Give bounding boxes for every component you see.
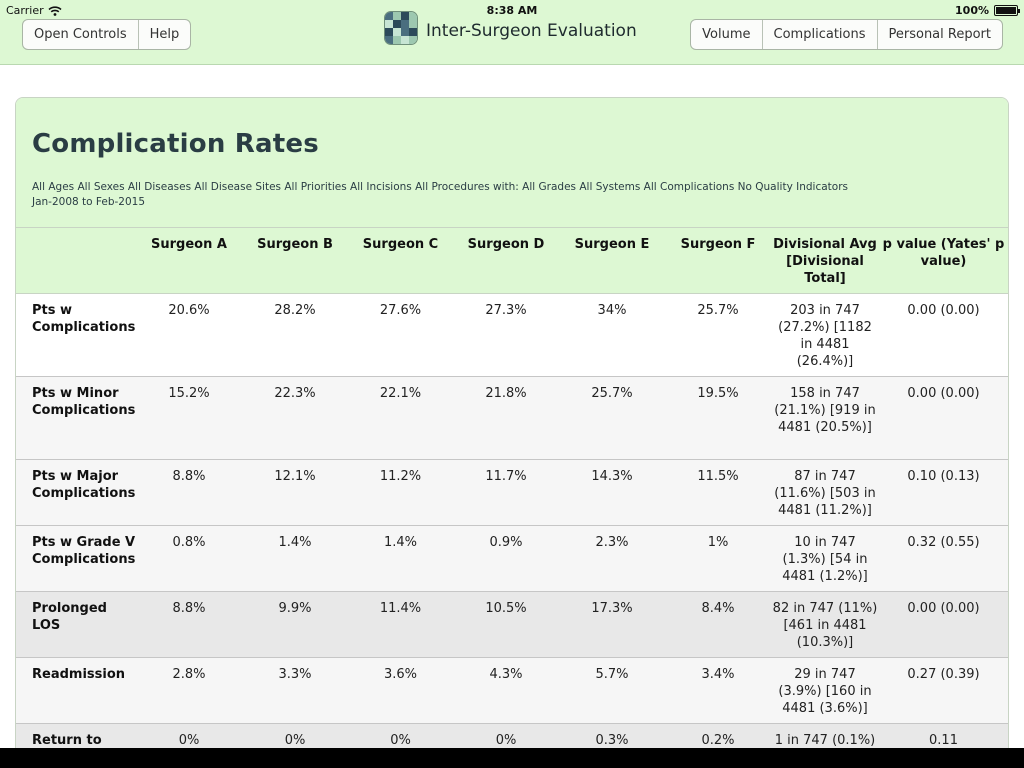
cell-surgeon-e: 2.3% bbox=[559, 525, 665, 592]
screen-bottom-edge bbox=[0, 748, 1024, 768]
cell-surgeon-c: 27.6% bbox=[348, 293, 453, 377]
cell-p-value: 0.10 (0.13) bbox=[879, 459, 1008, 526]
cell-p-value: 0.00 (0.00) bbox=[879, 293, 1008, 377]
cell-surgeon-b: 22.3% bbox=[242, 376, 348, 460]
clock: 8:38 AM bbox=[486, 4, 538, 17]
cell-surgeon-d: 10.5% bbox=[453, 591, 559, 658]
app-logo-icon bbox=[384, 11, 418, 45]
personal-report-tab[interactable]: Personal Report bbox=[888, 27, 992, 42]
filter-criteria: All Ages All Sexes All Diseases All Dise… bbox=[32, 181, 848, 193]
cell-surgeon-d: 0.9% bbox=[453, 525, 559, 592]
status-bar: Carrier 8:38 AM 100% bbox=[0, 0, 1024, 20]
column-header-p-value: p value (Yates' p value) bbox=[879, 228, 1008, 294]
app-title: Inter-Surgeon Evaluation bbox=[426, 20, 637, 41]
table-row: Pts w Major Complications 8.8% 12.1% 11.… bbox=[16, 459, 1008, 526]
complications-tab[interactable]: Complications bbox=[763, 20, 878, 49]
column-header-divisional-avg: Divisional Avg [Divisional Total] bbox=[771, 228, 879, 294]
cell-surgeon-b: 28.2% bbox=[242, 293, 348, 377]
cell-surgeon-e: 34% bbox=[559, 293, 665, 377]
left-toolbar-group: Open Controls Help bbox=[22, 19, 192, 50]
table-row: Pts w Grade V Complications 0.8% 1.4% 1.… bbox=[16, 525, 1008, 592]
column-header-surgeon-b: Surgeon B bbox=[242, 228, 348, 294]
cell-divisional: 87 in 747 (11.6%) [503 in 4481 (11.2%)] bbox=[771, 459, 879, 526]
cell-surgeon-f: 25.7% bbox=[665, 293, 771, 377]
cell-surgeon-a: 8.8% bbox=[136, 591, 242, 658]
table-row: Pts w Minor Complications 15.2% 22.3% 22… bbox=[16, 376, 1008, 460]
cell-divisional: 203 in 747 (27.2%) [1182 in 4481 (26.4%)… bbox=[771, 293, 879, 377]
battery-icon bbox=[994, 5, 1020, 16]
cell-divisional: 82 in 747 (11%) [461 in 4481 (10.3%)] bbox=[771, 591, 879, 658]
cell-surgeon-f: 3.4% bbox=[665, 657, 771, 724]
help-button[interactable]: Help bbox=[149, 27, 180, 42]
cell-surgeon-f: 1% bbox=[665, 525, 771, 592]
cell-surgeon-b: 3.3% bbox=[242, 657, 348, 724]
table-row: Pts w Complications 20.6% 28.2% 27.6% 27… bbox=[16, 293, 1008, 377]
report-header: Complication Rates All Ages All Sexes Al… bbox=[16, 98, 1008, 228]
table-header-row: Surgeon A Surgeon B Surgeon C Surgeon D … bbox=[16, 228, 1008, 294]
cell-surgeon-e: 14.3% bbox=[559, 459, 665, 526]
cell-surgeon-d: 4.3% bbox=[453, 657, 559, 724]
cell-surgeon-f: 11.5% bbox=[665, 459, 771, 526]
cell-surgeon-d: 21.8% bbox=[453, 376, 559, 460]
cell-surgeon-e: 17.3% bbox=[559, 591, 665, 658]
battery-indicator: 100% bbox=[955, 4, 1020, 17]
cell-surgeon-a: 0.8% bbox=[136, 525, 242, 592]
cell-p-value: 0.27 (0.39) bbox=[879, 657, 1008, 724]
table-row: Prolonged LOS 8.8% 9.9% 11.4% 10.5% 17.3… bbox=[16, 591, 1008, 658]
cell-surgeon-c: 3.6% bbox=[348, 657, 453, 724]
cell-p-value: 0.32 (0.55) bbox=[879, 525, 1008, 592]
cell-surgeon-e: 25.7% bbox=[559, 376, 665, 460]
cell-surgeon-e: 5.7% bbox=[559, 657, 665, 724]
row-label: Prolonged LOS bbox=[16, 591, 136, 658]
wifi-icon bbox=[48, 5, 62, 16]
carrier-label: Carrier bbox=[6, 4, 44, 17]
complication-rates-table: Surgeon A Surgeon B Surgeon C Surgeon D … bbox=[16, 228, 1008, 768]
cell-surgeon-b: 1.4% bbox=[242, 525, 348, 592]
cell-divisional: 158 in 747 (21.1%) [919 in 4481 (20.5%)] bbox=[771, 376, 879, 460]
battery-fill bbox=[996, 7, 1016, 14]
cell-surgeon-d: 11.7% bbox=[453, 459, 559, 526]
row-label: Pts w Minor Complications bbox=[16, 376, 136, 460]
cell-surgeon-f: 19.5% bbox=[665, 376, 771, 460]
battery-percent: 100% bbox=[955, 4, 989, 17]
column-header-surgeon-a: Surgeon A bbox=[136, 228, 242, 294]
row-label: Pts w Major Complications bbox=[16, 459, 136, 526]
column-header-label bbox=[16, 228, 136, 294]
cell-surgeon-d: 27.3% bbox=[453, 293, 559, 377]
cell-p-value: 0.00 (0.00) bbox=[879, 591, 1008, 658]
column-header-surgeon-c: Surgeon C bbox=[348, 228, 453, 294]
cell-surgeon-f: 8.4% bbox=[665, 591, 771, 658]
date-range: Jan-2008 to Feb-2015 bbox=[32, 196, 146, 208]
cell-surgeon-a: 20.6% bbox=[136, 293, 242, 377]
carrier-indicator: Carrier bbox=[6, 4, 62, 17]
cell-divisional: 29 in 747 (3.9%) [160 in 4481 (3.6%)] bbox=[771, 657, 879, 724]
cell-surgeon-c: 22.1% bbox=[348, 376, 453, 460]
volume-tab[interactable]: Volume bbox=[691, 20, 763, 49]
cell-surgeon-b: 12.1% bbox=[242, 459, 348, 526]
cell-surgeon-c: 1.4% bbox=[348, 525, 453, 592]
cell-p-value: 0.00 (0.00) bbox=[879, 376, 1008, 460]
column-header-surgeon-f: Surgeon F bbox=[665, 228, 771, 294]
report-card: Complication Rates All Ages All Sexes Al… bbox=[15, 97, 1009, 768]
row-label: Readmission bbox=[16, 657, 136, 724]
column-header-surgeon-e: Surgeon E bbox=[559, 228, 665, 294]
cell-surgeon-c: 11.4% bbox=[348, 591, 453, 658]
cell-surgeon-b: 9.9% bbox=[242, 591, 348, 658]
cell-divisional: 10 in 747 (1.3%) [54 in 4481 (1.2%)] bbox=[771, 525, 879, 592]
report-title: Complication Rates bbox=[32, 129, 319, 159]
cell-surgeon-a: 15.2% bbox=[136, 376, 242, 460]
column-header-surgeon-d: Surgeon D bbox=[453, 228, 559, 294]
cell-surgeon-c: 11.2% bbox=[348, 459, 453, 526]
cell-surgeon-a: 8.8% bbox=[136, 459, 242, 526]
app-title-group: Inter-Surgeon Evaluation bbox=[384, 11, 637, 45]
report-type-segmented-control: Volume Complications Personal Report bbox=[690, 19, 1003, 50]
navigation-bar: Carrier 8:38 AM 100% Open Controls Help bbox=[0, 0, 1024, 65]
table-row: Readmission 2.8% 3.3% 3.6% 4.3% 5.7% 3.4… bbox=[16, 657, 1008, 724]
report-filter-summary: All Ages All Sexes All Diseases All Dise… bbox=[32, 180, 982, 210]
row-label: Pts w Grade V Complications bbox=[16, 525, 136, 592]
open-controls-button[interactable]: Open Controls bbox=[23, 20, 139, 49]
cell-surgeon-a: 2.8% bbox=[136, 657, 242, 724]
row-label: Pts w Complications bbox=[16, 293, 136, 377]
